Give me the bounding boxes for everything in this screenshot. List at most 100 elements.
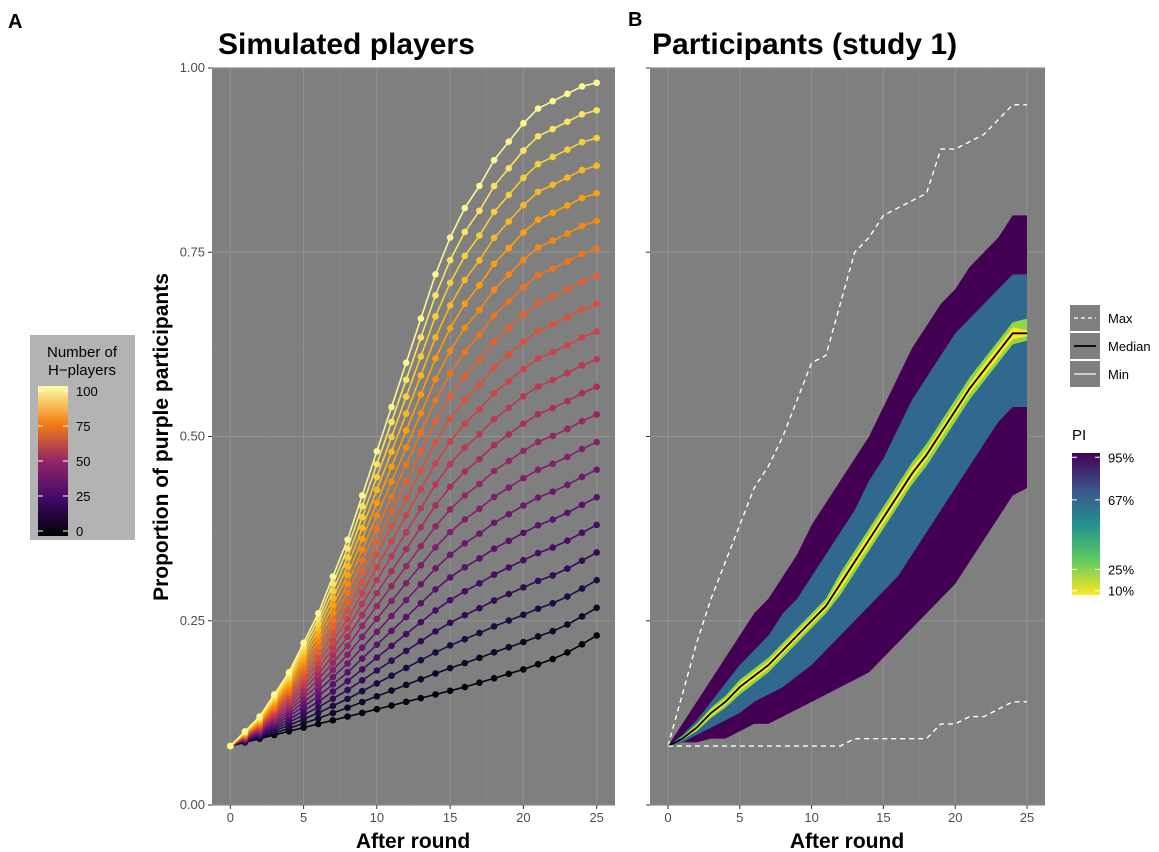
series-point xyxy=(461,540,469,547)
series-point xyxy=(564,481,571,489)
series-point xyxy=(564,118,571,126)
series-point xyxy=(461,587,469,595)
series-point xyxy=(373,538,381,545)
series-point xyxy=(520,666,527,673)
series-point xyxy=(417,599,425,607)
legend-h-players-title-line2: H−players xyxy=(48,362,116,379)
series-point xyxy=(564,565,571,572)
series-point xyxy=(578,111,586,118)
series-point xyxy=(432,565,439,572)
series-point xyxy=(534,466,542,474)
series-point xyxy=(534,105,542,112)
series-point xyxy=(344,554,351,561)
series-point xyxy=(358,568,366,575)
series-point xyxy=(344,536,351,543)
series-point xyxy=(329,709,337,717)
series-point xyxy=(461,228,469,236)
panel-b-x-tick-label: 0 xyxy=(664,810,671,825)
series-point xyxy=(402,461,410,468)
series-point xyxy=(534,216,542,223)
series-point xyxy=(505,351,513,358)
series-point xyxy=(329,573,337,580)
series-point xyxy=(520,611,527,619)
series-point xyxy=(344,624,351,632)
series-point xyxy=(329,616,337,623)
series-point xyxy=(358,633,366,641)
series-point xyxy=(461,468,469,475)
legend-pi-tick-label: 25% xyxy=(1108,562,1134,577)
series-point xyxy=(402,681,410,689)
series-point xyxy=(476,455,483,463)
legend-pi: PI 95% 67% 25% 10% xyxy=(1072,427,1134,599)
series-point xyxy=(578,362,586,369)
series-point xyxy=(373,692,381,700)
series-point xyxy=(476,654,483,662)
series-point xyxy=(476,679,483,686)
series-point xyxy=(227,742,234,750)
series-point xyxy=(314,715,322,722)
series-point xyxy=(344,545,351,552)
series-point xyxy=(373,654,381,661)
series-point xyxy=(534,438,542,446)
series-point xyxy=(505,510,513,518)
series-point xyxy=(417,505,425,512)
series-point xyxy=(476,406,483,413)
legend-pi-tick-label: 10% xyxy=(1108,584,1134,599)
series-point xyxy=(446,370,454,377)
series-point xyxy=(344,686,351,694)
panel-a-y-tick-label: 1.00 xyxy=(180,60,205,75)
series-point xyxy=(593,521,600,529)
series-point xyxy=(358,600,366,608)
series-point xyxy=(490,338,498,345)
series-point xyxy=(417,656,425,664)
series-point xyxy=(578,138,586,146)
series-point xyxy=(402,630,410,638)
legend-h-tick-label: 100 xyxy=(76,384,98,399)
legend-pi-title: PI xyxy=(1072,427,1086,444)
series-point xyxy=(534,271,542,279)
series-point xyxy=(593,272,600,280)
series-point xyxy=(432,376,439,383)
series-point xyxy=(446,324,454,332)
series-point xyxy=(520,147,527,154)
series-point xyxy=(373,486,381,494)
series-point xyxy=(314,698,322,706)
series-point xyxy=(344,607,351,614)
series-point xyxy=(549,293,557,300)
series-point xyxy=(461,324,469,332)
series-point xyxy=(344,669,351,676)
series-point xyxy=(329,702,337,710)
series-point xyxy=(534,410,542,418)
series-point xyxy=(417,429,425,436)
series-point xyxy=(446,642,454,649)
series-point xyxy=(490,156,498,164)
series-point xyxy=(358,535,366,543)
series-point xyxy=(432,460,439,467)
series-point xyxy=(402,359,410,367)
panel-b-letter: B xyxy=(628,9,642,31)
series-point xyxy=(388,493,395,500)
series-point xyxy=(241,728,249,735)
series-point xyxy=(593,328,600,335)
series-point xyxy=(534,383,542,390)
series-point xyxy=(490,364,498,371)
panel-a-y-tick-label: 0.50 xyxy=(180,429,205,444)
series-point xyxy=(520,338,527,346)
panel-a-x-tick-label: 25 xyxy=(589,810,603,825)
series-point xyxy=(564,286,571,293)
series-point xyxy=(505,298,513,305)
series-point xyxy=(314,687,322,695)
series-point xyxy=(520,201,527,209)
series-point xyxy=(490,286,498,293)
panel-a-x-axis-title: After round xyxy=(356,830,470,852)
series-point xyxy=(505,564,513,571)
legend-h-tick-label: 25 xyxy=(76,489,90,504)
series-point xyxy=(432,586,439,593)
series-point xyxy=(358,503,366,510)
series-point xyxy=(505,590,513,598)
series-point xyxy=(446,347,454,355)
series-point xyxy=(417,694,425,702)
series-point xyxy=(564,341,571,349)
series-point xyxy=(505,643,513,651)
series-point xyxy=(578,222,586,230)
